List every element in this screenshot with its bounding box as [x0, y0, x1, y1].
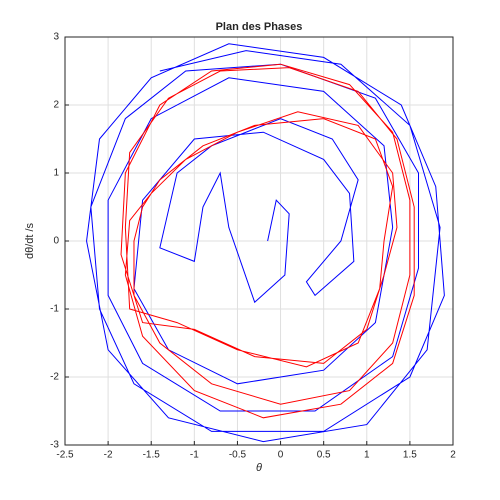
- x-tick-label: -0.5: [229, 450, 247, 461]
- chart-title: Plan des Phases: [216, 21, 303, 33]
- x-tick-label: -1: [190, 450, 199, 461]
- y-tick-label: -1: [50, 304, 59, 315]
- x-tick-label: 0: [278, 450, 284, 461]
- y-axis-label: dθ/dt /s: [24, 222, 36, 259]
- x-tick-label: 0.5: [317, 450, 331, 461]
- y-tick-label: 2: [53, 100, 59, 111]
- x-tick-label: -2: [104, 450, 113, 461]
- y-tick-label: 0: [53, 236, 59, 247]
- x-tick-label: 1.5: [403, 450, 417, 461]
- x-axis-label: θ: [256, 462, 262, 474]
- x-tick-label: -1.5: [143, 450, 161, 461]
- y-tick-label: -3: [50, 440, 59, 451]
- plot-frame: [64, 36, 454, 446]
- y-tick-label: 3: [53, 32, 59, 43]
- data-line: [120, 63, 415, 419]
- x-tick-label: 2: [450, 450, 456, 461]
- y-tick-label: 1: [53, 168, 59, 179]
- data-line: [86, 43, 445, 443]
- x-tick-label: -2.5: [56, 450, 74, 461]
- y-tick-label: -2: [50, 372, 59, 383]
- x-tick-label: 1: [364, 450, 370, 461]
